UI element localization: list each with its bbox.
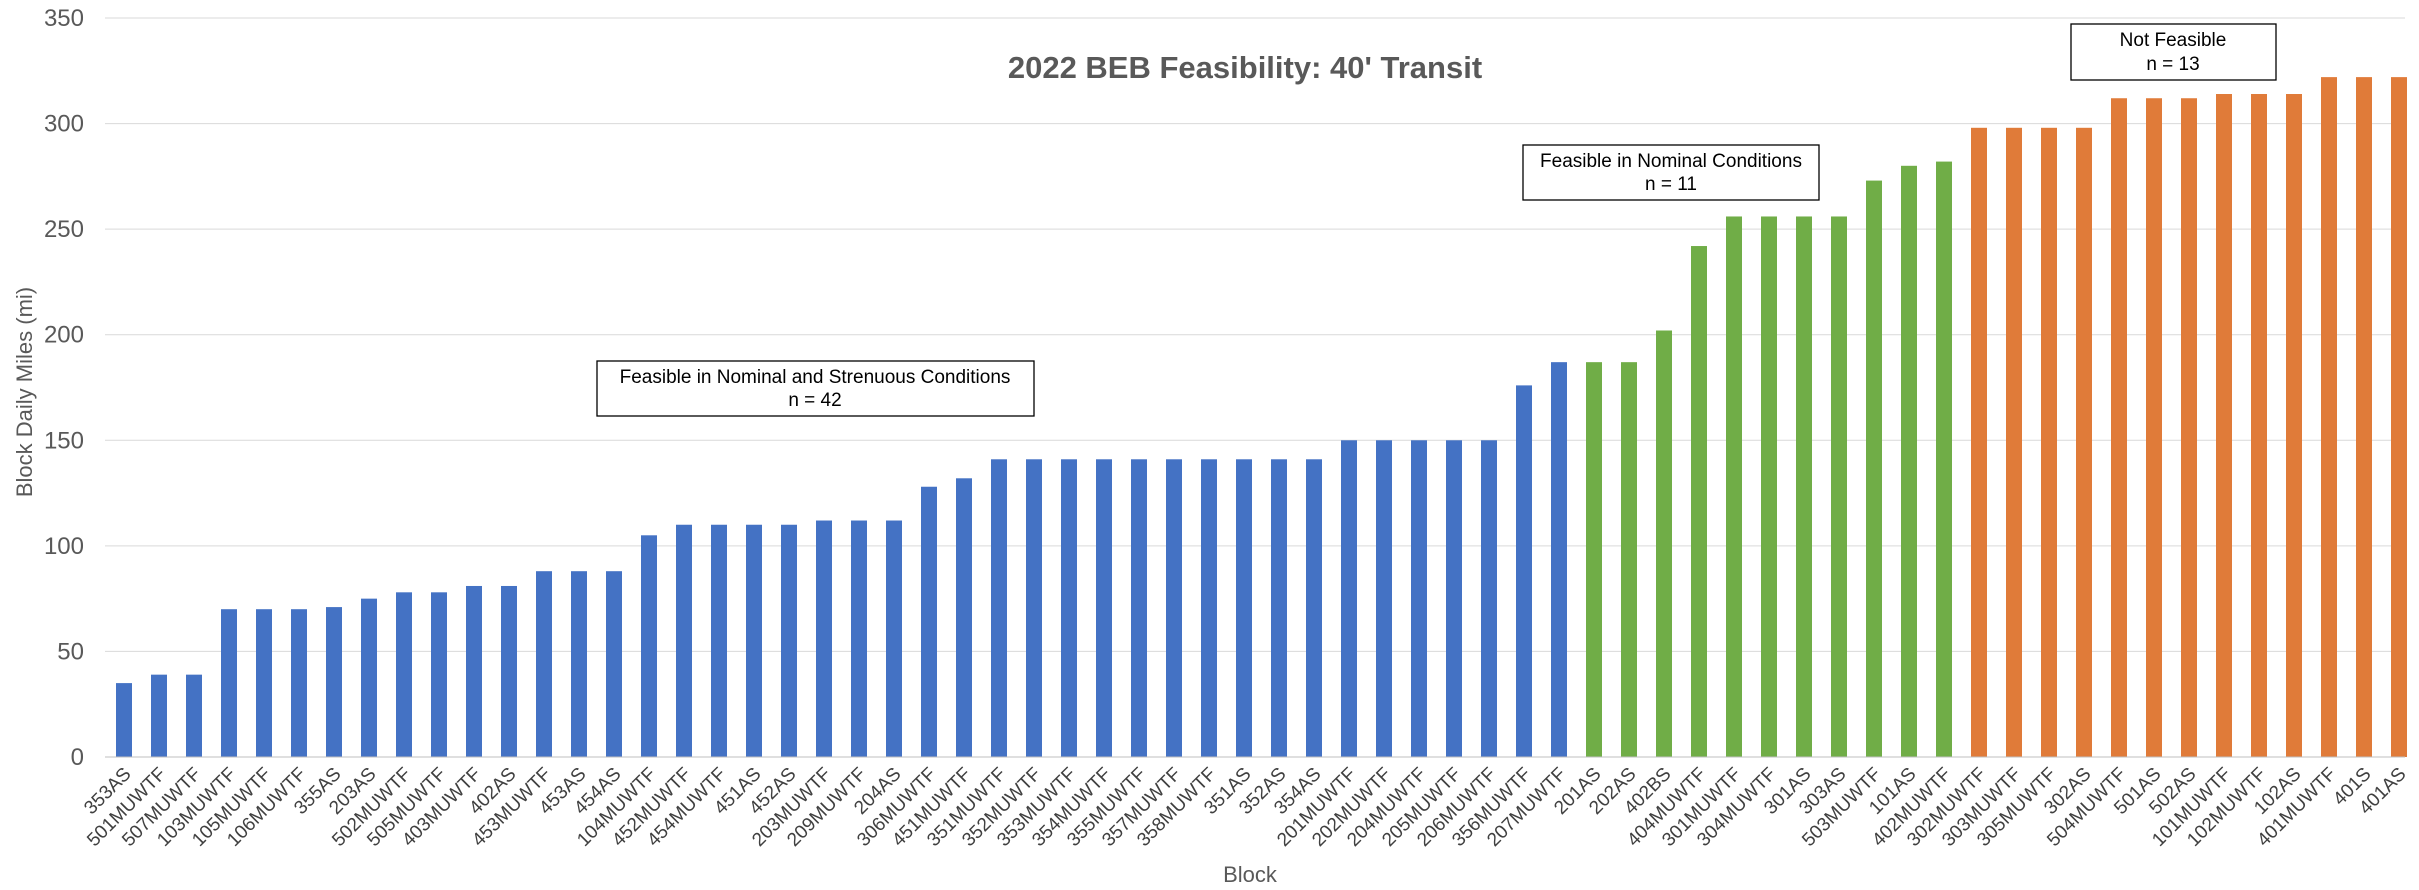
- chart-title: 2022 BEB Feasibility: 40' Transit: [1008, 50, 1482, 85]
- y-tick-label: 50: [57, 638, 84, 665]
- y-tick-label: 0: [71, 744, 84, 771]
- bar-101muwtf: [2216, 94, 2232, 758]
- bar-101as: [1901, 165, 1917, 758]
- bar-102as: [2286, 94, 2302, 758]
- bar-351muwtf: [991, 459, 1007, 757]
- bar-306muwtf: [921, 486, 937, 757]
- bar-402as: [501, 585, 517, 757]
- x-axis-ticks: 353AS501MUWTF507MUWTF103MUWTF105MUWTF106…: [80, 764, 2410, 851]
- bar-203as: [361, 598, 377, 757]
- bar-357muwtf: [1166, 459, 1182, 757]
- y-tick-label: 200: [44, 322, 84, 349]
- bar-104muwtf: [641, 535, 657, 757]
- bar-402muwtf: [1936, 161, 1952, 757]
- bar-103muwtf: [221, 609, 237, 757]
- bar-501muwtf: [151, 674, 167, 757]
- annotation-count: n = 42: [788, 390, 841, 411]
- annotation-box: [596, 360, 1035, 417]
- bars: [116, 77, 2407, 758]
- bar-502muwtf: [396, 592, 412, 757]
- bar-402bs: [1656, 330, 1672, 757]
- bar-453muwtf: [536, 571, 552, 757]
- bar-452as: [781, 524, 797, 757]
- bar-353as: [116, 683, 132, 757]
- y-tick-label: 250: [44, 216, 84, 243]
- x-axis-title: Block: [1223, 862, 1278, 887]
- bar-452muwtf: [676, 524, 692, 757]
- bar-102muwtf: [2251, 94, 2267, 758]
- annotation-title: Feasible in Nominal Conditions: [1540, 151, 1802, 172]
- annotation-count: n = 13: [2146, 54, 2199, 75]
- bar-207muwtf: [1551, 362, 1567, 757]
- bar-358muwtf: [1201, 459, 1217, 757]
- bar-203muwtf: [816, 520, 832, 757]
- bar-303muwtf: [2006, 127, 2022, 757]
- annotation-not-feasible: Not Feasible n = 13: [2070, 23, 2277, 81]
- bar-504muwtf: [2111, 98, 2127, 758]
- bar-403muwtf: [466, 585, 482, 757]
- bar-201muwtf: [1341, 440, 1357, 757]
- y-tick-label: 150: [44, 427, 84, 454]
- y-axis-ticks: 0 50 100 150 200 250 300 350: [44, 5, 84, 771]
- bar-451as: [746, 524, 762, 757]
- annotation-feasible-nominal: Feasible in Nominal Conditions n = 11: [1522, 144, 1820, 201]
- bar-355muwtf: [1131, 459, 1147, 757]
- bar-302muwtf: [1971, 127, 1987, 757]
- bar-401s: [2356, 77, 2372, 758]
- y-tick-label: 300: [44, 111, 84, 138]
- bar-354muwtf: [1096, 459, 1112, 757]
- bar-503muwtf: [1866, 180, 1882, 757]
- bar-305muwtf: [2041, 127, 2057, 757]
- bar-204as: [886, 520, 902, 757]
- annotation-box: [2070, 23, 2277, 81]
- bar-209muwtf: [851, 520, 867, 757]
- bar-301as: [1796, 216, 1812, 757]
- bar-304muwtf: [1761, 216, 1777, 757]
- bar-302as: [2076, 127, 2092, 757]
- annotation-title: Feasible in Nominal and Strenuous Condit…: [620, 367, 1011, 388]
- bar-401muwtf: [2321, 77, 2337, 758]
- bar-105muwtf: [256, 609, 272, 757]
- bar-507muwtf: [186, 674, 202, 757]
- bar-351as: [1236, 459, 1252, 757]
- annotation-count: n = 11: [1645, 174, 1697, 195]
- y-axis-title: Block Daily Miles (mi): [12, 287, 37, 497]
- y-tick-label: 350: [44, 5, 84, 32]
- bar-401as: [2391, 77, 2407, 758]
- bar-352muwtf: [1026, 459, 1042, 757]
- bar-356muwtf: [1516, 385, 1532, 757]
- bar-201as: [1586, 362, 1602, 757]
- bar-453as: [571, 571, 587, 757]
- gridlines: [105, 17, 2405, 652]
- bar-454muwtf: [711, 524, 727, 757]
- y-tick-label: 100: [44, 533, 84, 560]
- bar-505muwtf: [431, 592, 447, 757]
- bar-352as: [1271, 459, 1287, 757]
- bar-355as: [326, 607, 342, 757]
- bar-501as: [2146, 98, 2162, 758]
- bar-205muwtf: [1446, 440, 1462, 757]
- bar-202as: [1621, 362, 1637, 757]
- bar-454as: [606, 571, 622, 757]
- bar-451muwtf: [956, 478, 972, 757]
- bar-354as: [1306, 459, 1322, 757]
- bar-303as: [1831, 216, 1847, 757]
- annotation-title: Not Feasible: [2120, 30, 2227, 51]
- bar-404muwtf: [1691, 246, 1707, 757]
- bar-353muwtf: [1061, 459, 1077, 757]
- bar-106muwtf: [291, 609, 307, 757]
- bar-301muwtf: [1726, 216, 1742, 757]
- bar-206muwtf: [1481, 440, 1497, 757]
- annotation-feasible-nominal-strenuous: Feasible in Nominal and Strenuous Condit…: [596, 360, 1035, 417]
- annotation-box: [1522, 144, 1820, 201]
- bar-502as: [2181, 98, 2197, 758]
- bar-202muwtf: [1376, 440, 1392, 757]
- bar-204muwtf: [1411, 440, 1427, 757]
